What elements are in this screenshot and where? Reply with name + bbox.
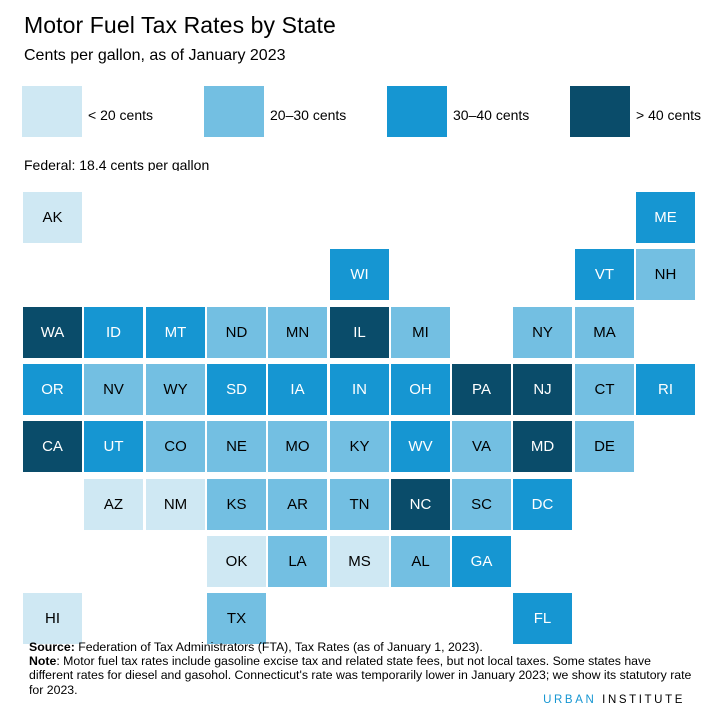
state-tile-mi: MI — [391, 307, 450, 358]
state-tile-nc: NC — [391, 479, 450, 530]
legend-swatch-20-30 — [204, 86, 264, 137]
source-line: Source: Federation of Tax Administrators… — [29, 640, 694, 654]
legend-label-over-40: > 40 cents — [636, 107, 701, 123]
state-tile-tx: TX — [207, 593, 266, 644]
footer-notes: Source: Federation of Tax Administrators… — [29, 640, 694, 697]
federal-rate-note: Federal: 18.4 cents per gallon — [24, 157, 210, 171]
state-tile-ky: KY — [330, 421, 389, 472]
state-tile-ak: AK — [23, 192, 82, 243]
source-label: Source: — [29, 640, 75, 654]
state-tile-ny: NY — [513, 307, 572, 358]
state-tile-vt: VT — [575, 249, 634, 300]
state-tile-ok: OK — [207, 536, 266, 587]
state-tile-wy: WY — [146, 364, 205, 415]
state-tile-il: IL — [330, 307, 389, 358]
legend-swatch-under-20 — [22, 86, 82, 137]
state-tile-ut: UT — [84, 421, 143, 472]
legend-swatch-over-40 — [570, 86, 630, 137]
state-tile-ca: CA — [23, 421, 82, 472]
state-tile-nm: NM — [146, 479, 205, 530]
note-line: Note: Motor fuel tax rates include gasol… — [29, 654, 694, 697]
state-tile-de: DE — [575, 421, 634, 472]
state-tile-nv: NV — [84, 364, 143, 415]
state-tile-ne: NE — [207, 421, 266, 472]
state-tile-pa: PA — [452, 364, 511, 415]
state-tile-co: CO — [146, 421, 205, 472]
state-tile-la: LA — [268, 536, 327, 587]
map-subtitle: Cents per gallon, as of January 2023 — [24, 47, 286, 64]
state-tile-hi: HI — [23, 593, 82, 644]
state-tile-tn: TN — [330, 479, 389, 530]
state-tile-wv: WV — [391, 421, 450, 472]
state-tile-mn: MN — [268, 307, 327, 358]
state-tile-or: OR — [23, 364, 82, 415]
state-tile-nd: ND — [207, 307, 266, 358]
urban-institute-logo: URBAN INSTITUTE — [543, 694, 685, 706]
state-tile-nh: NH — [636, 249, 695, 300]
state-tile-md: MD — [513, 421, 572, 472]
state-tile-ma: MA — [575, 307, 634, 358]
state-tile-sc: SC — [452, 479, 511, 530]
state-tile-va: VA — [452, 421, 511, 472]
state-tile-al: AL — [391, 536, 450, 587]
state-tile-ia: IA — [268, 364, 327, 415]
legend-label-20-30: 20–30 cents — [270, 107, 347, 123]
state-tile-fl: FL — [513, 593, 572, 644]
state-tile-sd: SD — [207, 364, 266, 415]
state-tile-oh: OH — [391, 364, 450, 415]
state-tile-id: ID — [84, 307, 143, 358]
state-tile-mt: MT — [146, 307, 205, 358]
state-tile-ga: GA — [452, 536, 511, 587]
note-label: Note — [29, 654, 57, 669]
map-title: Motor Fuel Tax Rates by State — [24, 12, 336, 38]
state-tile-ri: RI — [636, 364, 695, 415]
source-text: Federation of Tax Administrators (FTA), … — [74, 640, 483, 654]
legend-swatch-30-40 — [387, 86, 447, 137]
state-tile-ms: MS — [330, 536, 389, 587]
state-tile-wa: WA — [23, 307, 82, 358]
state-tile-mo: MO — [268, 421, 327, 472]
state-tile-ct: CT — [575, 364, 634, 415]
state-tile-in: IN — [330, 364, 389, 415]
state-tile-ks: KS — [207, 479, 266, 530]
state-tile-ar: AR — [268, 479, 327, 530]
state-tile-dc: DC — [513, 479, 572, 530]
note-text: : Motor fuel tax rates include gasoline … — [29, 654, 692, 697]
state-tile-az: AZ — [84, 479, 143, 530]
state-tile-nj: NJ — [513, 364, 572, 415]
state-tile-wi: WI — [330, 249, 389, 300]
state-tile-me: ME — [636, 192, 695, 243]
legend-label-30-40: 30–40 cents — [453, 107, 530, 123]
legend-label-under-20: < 20 cents — [88, 107, 153, 123]
